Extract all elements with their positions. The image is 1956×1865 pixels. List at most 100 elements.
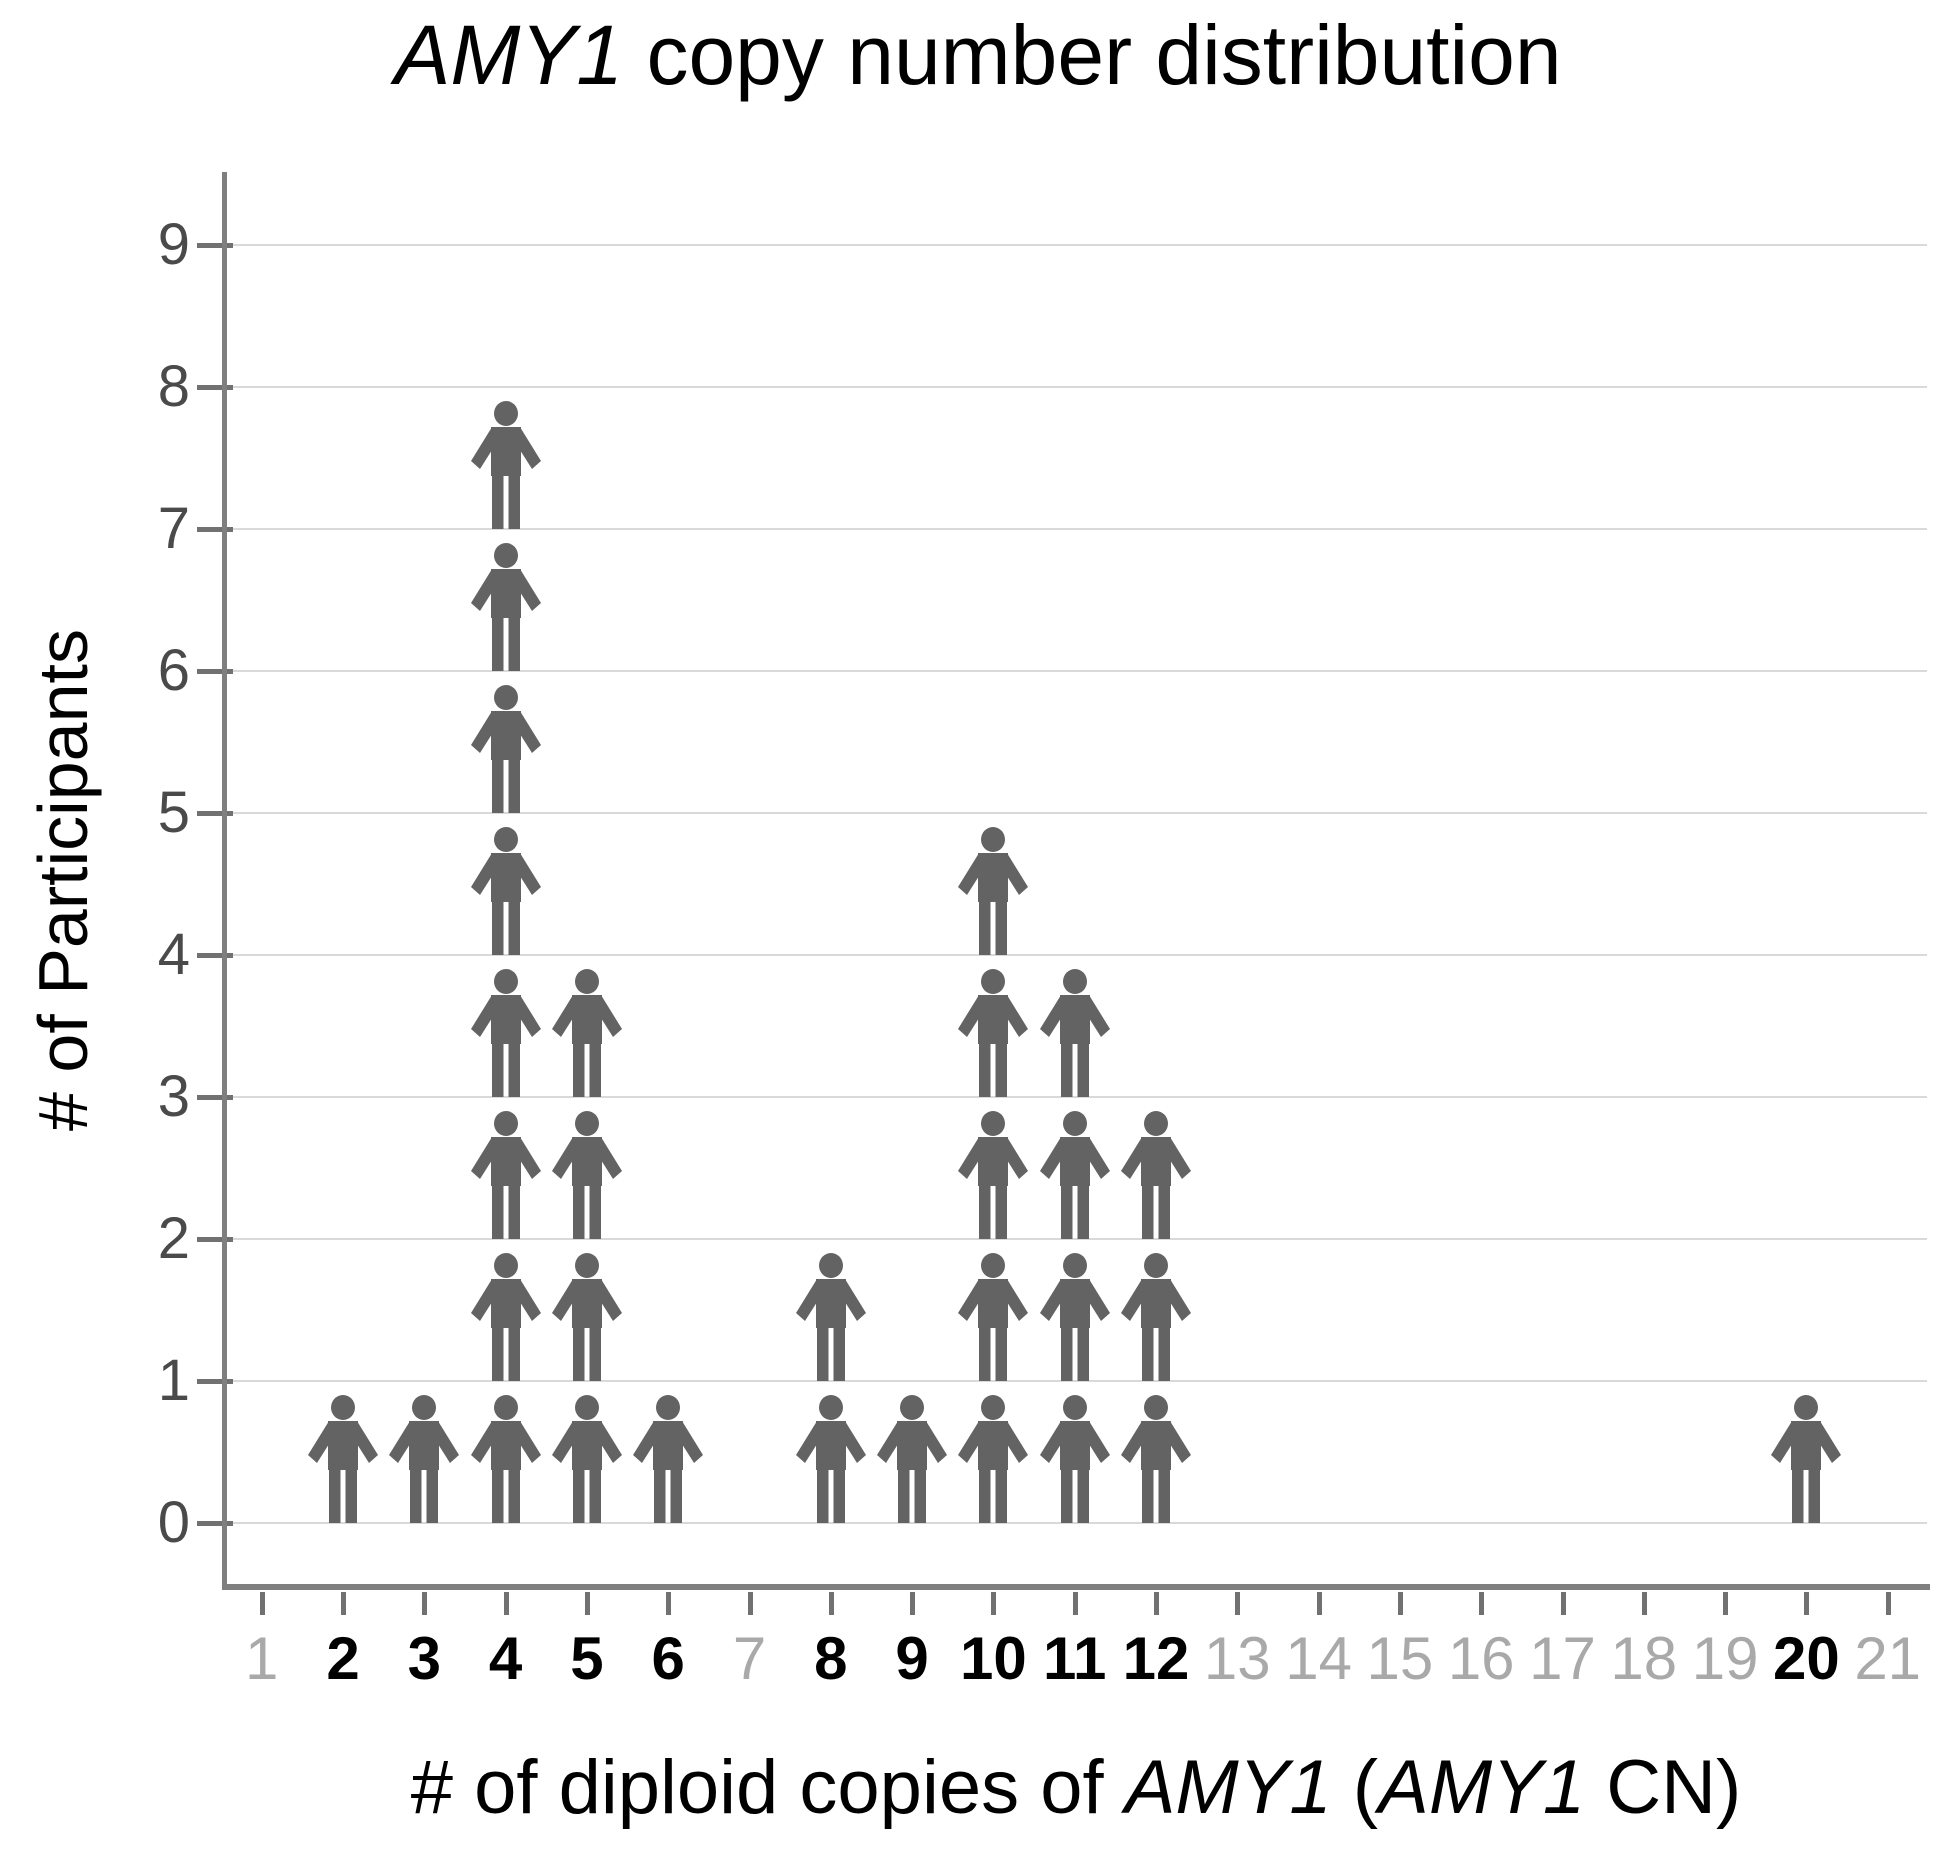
x-tick-label: 14 (1285, 1625, 1352, 1692)
y-tick (197, 953, 233, 958)
x-tick-label: 20 (1773, 1625, 1840, 1692)
x-tick (503, 1592, 509, 1615)
x-tick (341, 1592, 346, 1615)
person-icon (957, 827, 1029, 955)
person-icon (1120, 1395, 1192, 1523)
x-tick (747, 1592, 753, 1615)
x-tick-label: 6 (651, 1625, 685, 1692)
y-tick (197, 527, 233, 532)
person-icon (551, 1253, 623, 1381)
y-tick-label: 9 (157, 212, 190, 277)
x-tick-label: 13 (1203, 1625, 1271, 1692)
x-tick-label: 21 (1854, 1625, 1922, 1692)
gridline (227, 386, 1927, 388)
y-tick (197, 1521, 233, 1526)
gridline (227, 670, 1927, 672)
y-tick-label: 0 (157, 1490, 190, 1555)
x-tick-label: 10 (960, 1625, 1027, 1692)
x-tick (828, 1592, 834, 1615)
y-tick-label: 1 (157, 1348, 190, 1413)
person-icon (307, 1395, 379, 1523)
italic-text-run: AMY1 (1124, 1745, 1332, 1830)
x-tick (1235, 1592, 1241, 1615)
person-icon (470, 1111, 542, 1239)
x-tick (991, 1592, 997, 1615)
person-icon (1120, 1253, 1192, 1381)
x-tick (422, 1592, 428, 1615)
person-icon (470, 543, 542, 671)
y-tick-label: 8 (157, 354, 190, 419)
gridline (227, 1096, 1927, 1098)
person-icon (1770, 1395, 1842, 1523)
x-tick-label: 1 (245, 1625, 279, 1692)
person-icon (957, 1395, 1029, 1523)
y-tick-label: 7 (157, 496, 190, 561)
person-icon (795, 1395, 867, 1523)
y-tick-label: 6 (157, 638, 190, 703)
person-icon (1039, 1253, 1111, 1381)
text-run: ( (1331, 1745, 1379, 1830)
person-icon (1120, 1111, 1192, 1239)
x-tick (1072, 1592, 1078, 1615)
x-axis-title: # of diploid copies of AMY1 (AMY1 CN) (222, 1744, 1930, 1831)
x-tick-label: 17 (1529, 1625, 1596, 1692)
person-icon (957, 1253, 1029, 1381)
person-icon (632, 1395, 704, 1523)
person-icon (470, 827, 542, 955)
x-tick-label: 9 (895, 1625, 929, 1692)
y-tick (197, 1237, 233, 1242)
x-tick-label: 5 (570, 1625, 604, 1692)
y-tick (197, 1379, 233, 1384)
x-tick (1804, 1592, 1810, 1615)
person-icon (551, 969, 623, 1097)
person-icon (795, 1253, 867, 1381)
person-icon (470, 401, 542, 529)
x-tick-label: 3 (407, 1625, 441, 1692)
x-tick-label: 16 (1447, 1625, 1515, 1692)
gridline (227, 812, 1927, 814)
x-tick-label: 18 (1610, 1625, 1678, 1692)
person-icon (957, 969, 1029, 1097)
y-axis-line (222, 172, 227, 1590)
x-tick (1641, 1592, 1647, 1615)
y-tick (197, 1095, 233, 1100)
x-tick-label: 19 (1691, 1625, 1759, 1692)
x-tick-label: 2 (326, 1625, 360, 1692)
x-tick-label: 7 (732, 1625, 767, 1692)
person-icon (551, 1395, 623, 1523)
x-tick (259, 1592, 265, 1615)
x-tick-label: 15 (1366, 1625, 1434, 1692)
gridline (227, 244, 1927, 246)
gridline (227, 1380, 1927, 1382)
italic-text-run: AMY1 (394, 8, 624, 102)
x-tick (1885, 1592, 1891, 1615)
person-icon (470, 1395, 542, 1523)
x-tick (1316, 1592, 1322, 1615)
gridline (227, 954, 1927, 956)
chart-title: AMY1 copy number distribution (0, 7, 1956, 104)
y-tick (197, 669, 233, 674)
person-icon (1039, 1395, 1111, 1523)
gridline (227, 1238, 1927, 1240)
person-icon (470, 685, 542, 813)
x-tick-label: 8 (814, 1625, 848, 1692)
x-tick (1154, 1592, 1159, 1615)
gridline (227, 1522, 1927, 1524)
text-run: CN) (1585, 1745, 1742, 1830)
italic-text-run: AMY1 (1378, 1745, 1586, 1830)
x-tick-label: 4 (488, 1625, 523, 1692)
x-axis-line (222, 1584, 1930, 1590)
y-tick (197, 385, 233, 390)
x-tick (584, 1592, 590, 1615)
y-tick (197, 243, 233, 248)
x-tick (1723, 1592, 1729, 1615)
y-tick (197, 811, 233, 816)
person-icon (1039, 1111, 1111, 1239)
x-tick-label: 11 (1042, 1625, 1107, 1692)
gridline (227, 528, 1927, 530)
y-tick-label: 4 (157, 922, 190, 987)
y-tick-label: 5 (157, 780, 190, 845)
x-tick (666, 1592, 672, 1615)
x-tick-label: 12 (1122, 1625, 1190, 1692)
